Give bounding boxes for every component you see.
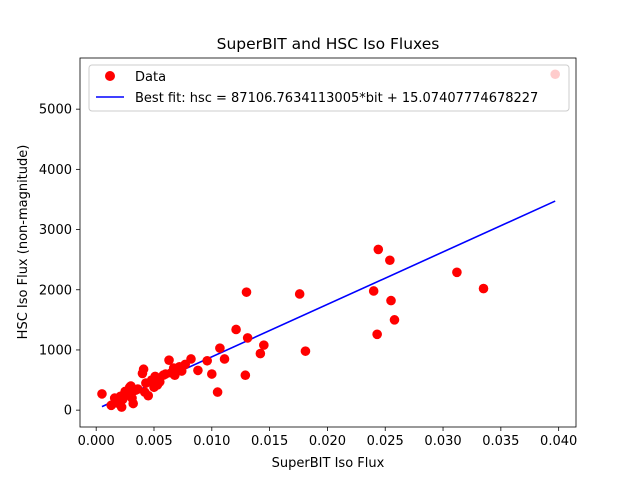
legend-data-label: Data [135,70,166,85]
data-point [478,283,489,294]
data-point [373,244,384,255]
data-point [186,354,196,364]
x-tick-label: 0.010 [193,434,230,449]
data-point [389,315,400,325]
x-axis-label: SuperBIT Iso Flux [272,456,385,471]
legend: Data Best fit: hsc = 87106.7634113005*bi… [88,64,570,112]
data-point [386,295,396,306]
x-tick-label: 0.015 [251,434,288,449]
data-point [452,267,462,278]
data-point [255,348,266,359]
x-tick-label: 0.005 [135,434,172,449]
data-point [212,387,223,397]
data-point [242,333,253,343]
x-tick-label: 0.020 [309,434,346,449]
x-axis-ticks: 0.000 0.005 0.010 0.015 0.020 0.025 0.030 0.035… [78,427,577,449]
y-tick-label: 0 [64,404,72,419]
y-tick-label: 2000 [39,283,72,298]
x-tick-label: 0.000 [78,434,115,449]
data-point [368,286,379,296]
chart-title: SuperBIT and HSC Iso Fluxes [217,35,440,53]
y-tick-label: 3000 [39,223,72,238]
y-tick-label: 4000 [39,163,72,178]
legend-fit-label: Best fit: hsc = 87106.7634113005*bit + 1… [135,91,538,106]
data-point [97,389,107,399]
data-point [240,370,251,381]
data-point [231,324,241,335]
data-point [202,355,212,366]
data-point [207,369,217,379]
plot-area [79,57,577,428]
x-tick-label: 0.030 [424,434,461,449]
data-point [300,346,311,356]
data-point [143,390,154,401]
plot-background [80,58,576,427]
data-point [372,329,382,340]
data-point [294,289,305,299]
x-tick-label: 0.025 [367,434,404,449]
data-point [241,287,252,297]
data-point [164,355,174,365]
data-point [385,255,395,266]
data-point [219,354,230,364]
x-tick-label: 0.040 [540,434,577,449]
legend-data-marker [105,71,115,81]
x-tick-label: 0.035 [482,434,519,449]
data-point [128,398,138,409]
y-tick-label: 1000 [39,343,72,358]
data-point [215,343,225,353]
y-tick-label: 5000 [39,103,72,118]
y-axis-label: HSC Iso Flux (non-magnitude) [16,145,31,340]
legend-frame [88,64,570,112]
data-point [193,365,203,376]
y-axis-ticks: 0 1000 2000 3000 4000 5000 [39,103,80,419]
data-point [116,402,127,412]
data-point [138,364,149,375]
plot-frame [79,57,577,428]
data-point [259,340,269,350]
